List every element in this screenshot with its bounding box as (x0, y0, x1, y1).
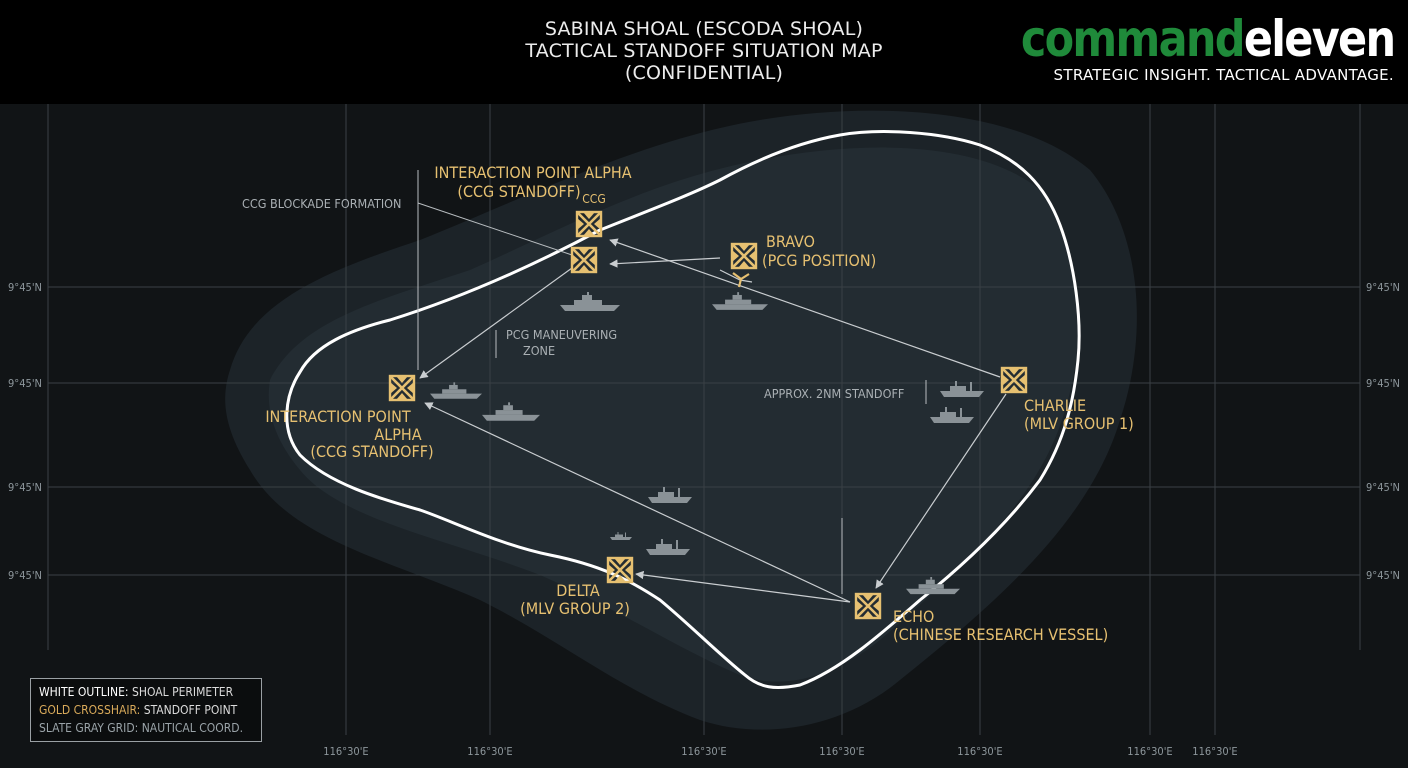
legend-gold-key: GOLD CROSSHAIR: (39, 703, 141, 717)
title-line-1: SABINA SHOAL (ESCODA SHOAL) (544, 18, 864, 40)
legend-row-perimeter: WHITE OUTLINE: SHOAL PERIMETER (39, 683, 253, 701)
annotation-labels: CCG BLOCKADE FORMATION PCG MANEUVERING Z… (242, 196, 904, 401)
crosshair-bravo-icon[interactable] (730, 242, 758, 270)
lon-label-2: 116°30'E (467, 745, 512, 758)
brand-eleven: eleven (1243, 10, 1395, 68)
label-bravo-line2: (PCG POSITION) (762, 251, 876, 270)
legend-gold-value: STANDOFF POINT (143, 703, 238, 717)
crosshair-alpha-cluster-icon[interactable] (570, 246, 598, 274)
label-bravo-line1: BRAVO (766, 232, 815, 251)
label-pcg-zone-line1: PCG MANEUVERING (506, 327, 617, 342)
lon-label-4: 116°30'E (819, 745, 864, 758)
movement-arrows (419, 238, 1007, 603)
legend-row-standoff: GOLD CROSSHAIR: STANDOFF POINT (39, 701, 253, 719)
legend-gray-value: NAUTICAL COORD. (141, 721, 244, 735)
label-standoff: APPROX. 2NM STANDOFF (764, 386, 904, 401)
brand-tagline: STRATEGIC INSIGHT. TACTICAL ADVANTAGE. (1053, 66, 1394, 84)
lat-label-left-1: 9°45'N (8, 281, 42, 294)
legend-white-key: WHITE OUTLINE: (39, 685, 129, 699)
shoal-perimeter (285, 130, 1081, 689)
label-delta-line1: DELTA (556, 581, 600, 600)
crosshair-alpha-top-icon[interactable] (575, 210, 603, 238)
title-line-3: (CONFIDENTIAL) (624, 62, 784, 84)
label-alpha-top-line1: INTERACTION POINT ALPHA (434, 163, 631, 182)
label-alpha-left-line2: ALPHA (374, 425, 421, 444)
lat-label-left-3: 9°45'N (8, 481, 42, 494)
crosshair-echo-icon[interactable] (854, 592, 882, 620)
label-ccg-blockade: CCG BLOCKADE FORMATION (242, 196, 401, 211)
label-alpha-top-tag: CCG (582, 192, 605, 206)
label-echo-line1: ECHO (893, 607, 934, 626)
brand-logo: commandeleven STRATEGIC INSIGHT. TACTICA… (960, 10, 1395, 84)
shallow-water-inner (268, 147, 1079, 682)
label-alpha-left-line1: INTERACTION POINT (265, 407, 411, 426)
lon-label-5: 116°30'E (957, 745, 1002, 758)
lon-label-7: 116°30'E (1192, 745, 1237, 758)
brand-command: command (1020, 10, 1245, 68)
leader-lines (417, 170, 927, 594)
legend-gray-key: SLATE GRAY GRID: (39, 721, 139, 735)
nautical-grid (47, 104, 1361, 735)
lat-label-right-1: 9°45'N (1366, 281, 1400, 294)
lat-label-left-2: 9°45'N (8, 377, 42, 390)
lat-label-right-4: 9°45'N (1366, 569, 1400, 582)
legend-row-grid: SLATE GRAY GRID: NAUTICAL COORD. (39, 719, 253, 737)
title-line-2: TACTICAL STANDOFF SITUATION MAP (525, 40, 883, 62)
marker-labels: INTERACTION POINT ALPHA (CCG STANDOFF) C… (265, 163, 1133, 644)
header-bar: SABINA SHOAL (ESCODA SHOAL) TACTICAL STA… (0, 0, 1408, 104)
lat-label-right-3: 9°45'N (1366, 481, 1400, 494)
crosshair-charlie-icon[interactable] (1000, 366, 1028, 394)
crosshair-delta-icon[interactable] (606, 556, 634, 584)
label-alpha-top-line2: (CCG STANDOFF) (457, 182, 580, 201)
label-charlie-line1: CHARLIE (1024, 396, 1086, 415)
label-delta-line2: (MLV GROUP 2) (520, 599, 630, 618)
aircraft-icon (732, 272, 750, 288)
situation-map[interactable]: 9°45'N 9°45'N 9°45'N 9°45'N 9°45'N 9°45'… (0, 104, 1408, 768)
latitude-labels: 9°45'N 9°45'N 9°45'N 9°45'N 9°45'N 9°45'… (8, 281, 1400, 582)
legend-white-value: SHOAL PERIMETER (131, 685, 234, 699)
lon-label-6: 116°30'E (1127, 745, 1172, 758)
label-echo-line2: (CHINESE RESEARCH VESSEL) (893, 625, 1108, 644)
label-alpha-left-line3: (CCG STANDOFF) (310, 442, 433, 461)
brand-wordmark: commandeleven (1020, 10, 1395, 68)
crosshair-alpha-left-icon[interactable] (388, 374, 416, 402)
label-pcg-zone-line2: ZONE (523, 343, 555, 358)
lat-label-right-2: 9°45'N (1366, 377, 1400, 390)
lon-label-3: 116°30'E (681, 745, 726, 758)
lat-label-left-4: 9°45'N (8, 569, 42, 582)
map-legend: WHITE OUTLINE: SHOAL PERIMETER GOLD CROS… (30, 678, 262, 742)
label-charlie-line2: (MLV GROUP 1) (1024, 414, 1134, 433)
longitude-labels: 116°30'E 116°30'E 116°30'E 116°30'E 116°… (323, 745, 1237, 758)
lon-label-1: 116°30'E (323, 745, 368, 758)
map-title: SABINA SHOAL (ESCODA SHOAL) TACTICAL STA… (404, 18, 1004, 84)
